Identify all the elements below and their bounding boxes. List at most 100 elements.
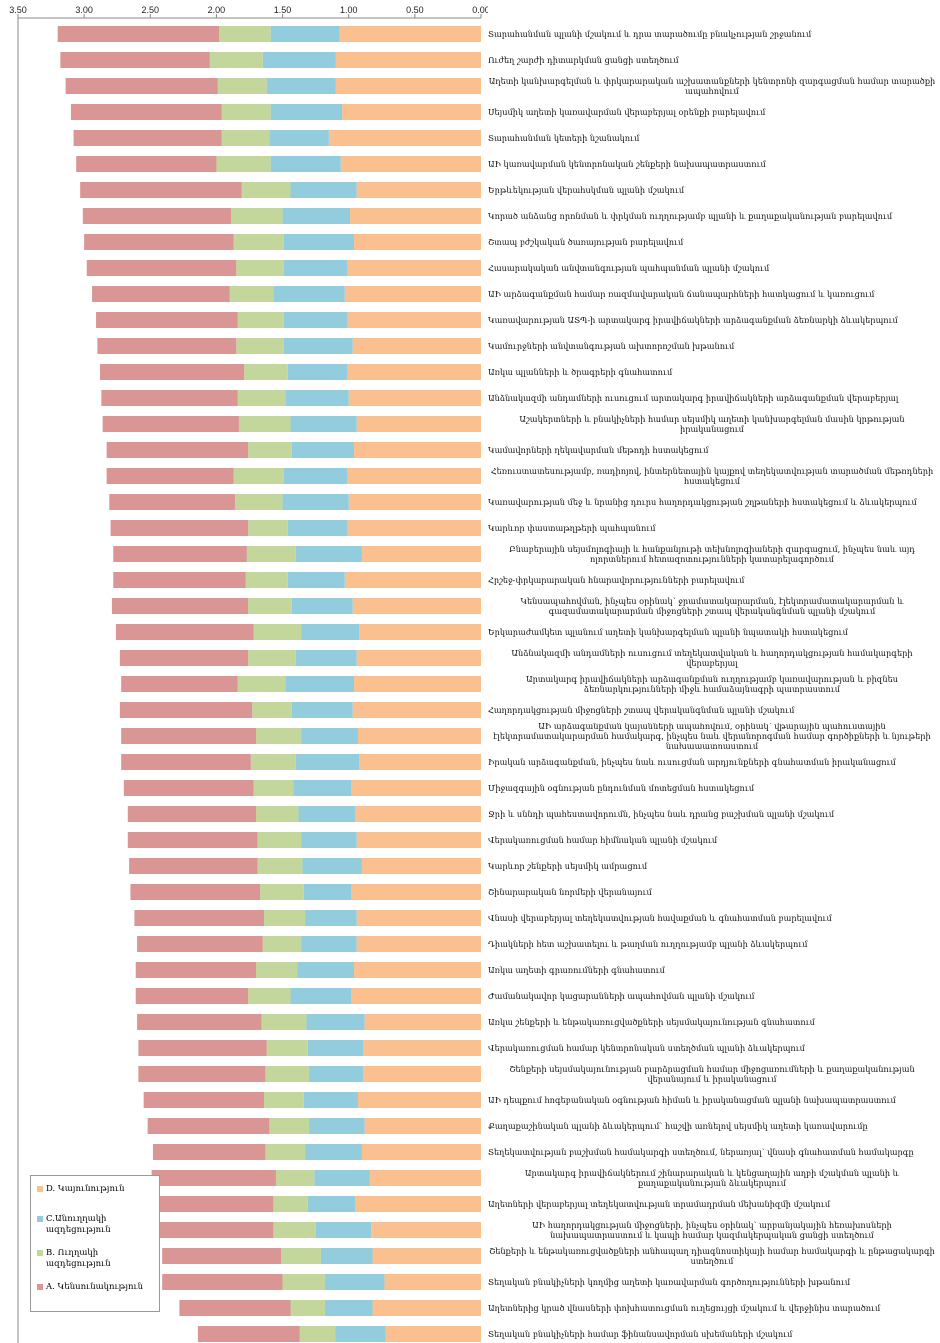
category-label: Հրշեջ-փրկարարական հնարավորությունների բա… [488, 567, 940, 593]
bar-segment [134, 910, 265, 926]
bar-segment [287, 572, 345, 588]
bar-segment [270, 156, 341, 172]
bar-segment [127, 832, 258, 848]
bar-segment [230, 208, 283, 224]
bar-segment [264, 1092, 304, 1108]
category-label: Հեռուստատեսությամբ, ռադիոյով, ինտերնետայ… [488, 463, 940, 489]
legend: D. Կայունություն C.Անուղղակի ազդեցություն… [30, 1175, 160, 1312]
bar-segment [152, 1144, 266, 1160]
category-label: ԱԻ կառավարման կենտրոնական շենքերի նախապա… [488, 151, 940, 177]
bar-segment [110, 520, 249, 536]
category-label: Վերակառուցման համար կենտրոնական ստեղծման… [488, 1035, 940, 1061]
category-text: Իրական արձագանքման, ինչպես նաև ուսուցման… [488, 757, 896, 767]
category-label: Կենսապահովման, ինչպես օրինակ՝ ջրամատակար… [488, 593, 940, 619]
category-label: Ուժեղ շարժի դիտարկման ցանցի ստեղծում [488, 47, 940, 73]
bar-segment [363, 1066, 481, 1082]
legend-item: B. Ուղղակի ազդեցություն [37, 1248, 155, 1270]
bar-segment [237, 312, 284, 328]
category-label: Սեյսմիկ աղետի կառավարման վերաբերյալ օրեն… [488, 99, 940, 125]
category-label: Տեղական բնակիչների համար ֆինանսավորման ս… [488, 1321, 940, 1343]
bar-segment [76, 156, 217, 172]
category-text: Արտակարգ իրավիճակների արձագանքման ուղղու… [525, 674, 899, 694]
category-text: Տեղեկատվության բաշխման համակարգի ստեղծու… [488, 1147, 914, 1157]
chart: 3.50 3.00 2.50 2.00 1.50 1.00 0.50 0.00 [9, 5, 488, 1343]
bar-segment [356, 650, 481, 666]
bar-segment [143, 1092, 265, 1108]
category-label: Կամավորների ղեկավարման մեթոդի հստակեցում [488, 437, 940, 463]
bar-segment [354, 676, 481, 692]
bar-segment [361, 1144, 481, 1160]
bar-segment [303, 1092, 358, 1108]
bar-segment [248, 520, 288, 536]
category-label: Աղետներից կրած վնասների փոխհատուցման ուղ… [488, 1295, 940, 1321]
bar-segment [307, 1040, 364, 1056]
bar-segment [265, 1144, 306, 1160]
category-text: Աղետի կանխարգելման և փրկարարական աշխատան… [488, 76, 936, 96]
bar-segment [340, 156, 481, 172]
category-label: Երթևեկության վերահսկման պլանի մշակում [488, 177, 940, 203]
category-text: ԱԻ կառավարման կենտրոնական շենքերի նախապա… [488, 159, 766, 169]
bar-segment [283, 468, 348, 484]
bar-segment [238, 416, 291, 432]
bar-segment [335, 78, 481, 94]
bar-segment [269, 1118, 310, 1134]
bar-segment [162, 1248, 282, 1264]
category-label: Շինարարական նորմերի վերանայում [488, 879, 940, 905]
bar-segment [324, 1300, 373, 1316]
bar-segment [229, 286, 274, 302]
bar-segment [297, 962, 355, 978]
category-label: Անձնակազմի անդամների ուսուցում տեղեկատվա… [488, 645, 940, 671]
category-text: Միջազգային օգնության ընդունման մոտեցման … [488, 783, 755, 793]
bar-segment [60, 52, 210, 68]
bar-segment [301, 624, 360, 640]
bar-segment [119, 650, 249, 666]
bar-segment [295, 754, 360, 770]
bar-segment [324, 1274, 385, 1290]
bar-segment [273, 286, 345, 302]
bar-segment [234, 494, 283, 510]
category-text: Սեյսմիկ աղետի կառավարման վերաբերյալ օրեն… [488, 107, 766, 117]
category-label: Տարահանման կետերի նշանակում [488, 125, 940, 151]
bar-segment [356, 416, 481, 432]
category-text: Առկա պլանների և ծրագրերի գնահատում [488, 367, 673, 377]
bar-segment [320, 1248, 373, 1264]
bar-segment [283, 312, 348, 328]
category-text: Հրշեջ-փրկարարական հնարավորությունների բա… [488, 575, 745, 585]
legend-swatch [37, 1216, 43, 1222]
category-text: Ջրի և սննդի պահեստավորումն, ինչպես նաև դ… [488, 809, 835, 819]
category-text: Առկա աղետի գրառումների գնահատում [488, 965, 665, 975]
x-tick-label: 2.50 [142, 5, 160, 15]
bar-segment [364, 1118, 481, 1134]
bar-segment [285, 390, 349, 406]
bar-segment [217, 78, 267, 94]
bar-segment [246, 546, 296, 562]
bar-segment [273, 1196, 308, 1212]
bar-segment [253, 780, 294, 796]
category-text: Կենսապահովման, ինչպես օրինակ՝ ջրամատակար… [520, 596, 904, 616]
legend-label: A. Կենսունակություն [46, 1282, 144, 1292]
bar-segment [241, 182, 291, 198]
category-text: Առկա շենքերի և ենթակառուցվածքների սեյսմա… [488, 1017, 815, 1027]
bar-segment [301, 832, 357, 848]
bar-segment [130, 884, 261, 900]
category-text: Տեղական բնակիչների կողմից աղետի կառավարմ… [488, 1277, 851, 1287]
bar-segment [351, 884, 481, 900]
bar-segment [121, 754, 251, 770]
category-text: Աշակերտների և բնակիչների համար սեյսմիկ ա… [519, 414, 905, 434]
category-label: Առկա պլանների և ծրագրերի գնահատում [488, 359, 940, 385]
legend-swatch [37, 1250, 43, 1256]
bar-segment [281, 1248, 321, 1264]
category-label: ԱԻ հաղորդակցության միջոցների, ինչպես օրի… [488, 1217, 940, 1243]
x-tick-label: 3.00 [75, 5, 93, 15]
bar-segment [111, 598, 249, 614]
bar-segment [158, 1222, 274, 1238]
category-text: Կարևոր փաստաթղթերի պահպանում [488, 523, 656, 533]
bar-segment [266, 78, 336, 94]
category-label: Կամուրջների անվտանգության ախտորոշման խթա… [488, 333, 940, 359]
category-text: Հաղորդակցության միջոցների շտապ վերականգն… [488, 705, 795, 715]
legend-label: B. Ուղղակի ազդեցություն [46, 1248, 111, 1269]
bar-segment [302, 858, 362, 874]
category-label: Վերակառուցման համար հիմնական պլանի մշակո… [488, 827, 940, 853]
bar-segment [303, 884, 352, 900]
category-text: Ուժեղ շարժի դիտարկման ցանցի ստեղծում [488, 55, 679, 65]
